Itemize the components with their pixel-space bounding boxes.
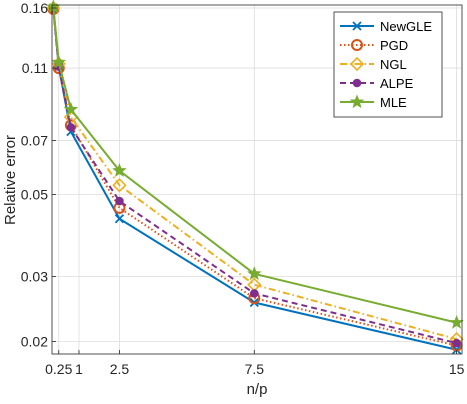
data-point-alpe bbox=[452, 338, 461, 348]
legend-entry-newgle: NewGLE bbox=[340, 19, 432, 34]
data-point-mle bbox=[247, 266, 262, 280]
data-point-alpe bbox=[250, 289, 259, 298]
x-tick-label: 1 bbox=[75, 361, 83, 377]
series-line-mle bbox=[52, 6, 457, 324]
legend-marker-alpe bbox=[352, 78, 362, 88]
data-point-mle bbox=[63, 101, 79, 116]
legend-entry-pgd: PGD bbox=[340, 38, 408, 53]
legend-marker-pgd bbox=[351, 39, 363, 51]
y-tick-label: 0.02 bbox=[21, 333, 48, 349]
legend-entry-alpe: ALPE bbox=[340, 76, 414, 91]
data-point-alpe bbox=[66, 123, 76, 132]
x-tick-label: 15 bbox=[449, 361, 465, 377]
legend-marker-ngl bbox=[349, 56, 365, 72]
data-point-alpe bbox=[115, 196, 124, 206]
y-tick-label: 0.07 bbox=[21, 133, 48, 149]
legend-label-mle: MLE bbox=[380, 95, 407, 110]
y-tick-label: 0.16 bbox=[21, 0, 48, 16]
legend-marker-mle bbox=[349, 94, 365, 109]
legend-label-pgd: PGD bbox=[380, 38, 408, 53]
x-tick-label: 7.5 bbox=[245, 361, 265, 377]
ticks: 0.16 0.11 0.07 0.05 0.03 0.02 0.25 1 2.5 7.5 15 bbox=[21, 0, 465, 377]
series-mle bbox=[46, 0, 464, 329]
y-axis-label: Relative error bbox=[2, 135, 19, 225]
data-point-newgle bbox=[114, 214, 125, 224]
x-tick-label: 0.25 bbox=[45, 361, 72, 377]
y-tick-label: 0.11 bbox=[22, 60, 48, 76]
legend-marker-newgle bbox=[352, 21, 362, 31]
legend-entry-mle: MLE bbox=[340, 94, 407, 110]
data-point-mle bbox=[51, 54, 66, 69]
legend-entry-ngl: NGL bbox=[340, 56, 407, 72]
series-line-alpe bbox=[52, 8, 457, 345]
legend-label-newgle: NewGLE bbox=[380, 19, 432, 34]
legend-label-alpe: ALPE bbox=[380, 76, 414, 91]
x-axis-label: n/p bbox=[247, 381, 268, 398]
y-tick-label: 0.03 bbox=[21, 268, 48, 284]
data-point-mle bbox=[112, 163, 127, 177]
x-tick-label: 2.5 bbox=[110, 361, 130, 377]
y-tick-label: 0.05 bbox=[21, 187, 48, 203]
data-point-ngl bbox=[112, 178, 127, 193]
plot-border bbox=[51, 4, 463, 355]
legend: NewGLE PGD NGL ALPE MLE bbox=[333, 11, 443, 118]
legend-label-ngl: NGL bbox=[380, 57, 407, 72]
data-point-mle bbox=[449, 315, 464, 329]
series-layer bbox=[46, 0, 464, 355]
